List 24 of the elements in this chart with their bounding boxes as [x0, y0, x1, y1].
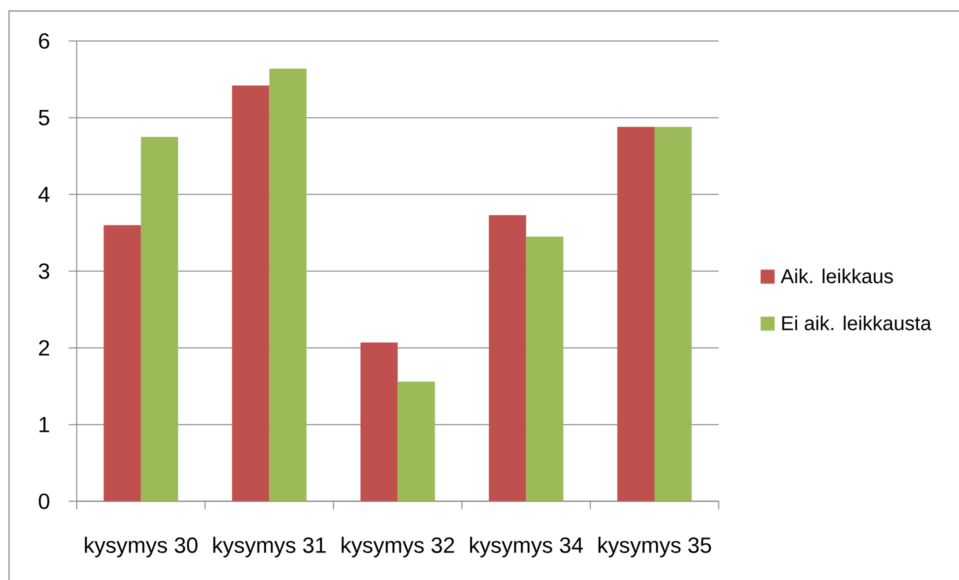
- bar: [104, 225, 141, 502]
- bar: [617, 126, 655, 502]
- bar: [488, 215, 526, 502]
- bar: [360, 342, 398, 502]
- x-tick-label: kysymys 30: [84, 536, 198, 558]
- y-tick-label: 2: [39, 340, 50, 356]
- bar: [526, 236, 564, 502]
- x-tick-label: kysymys 32: [342, 536, 454, 558]
- bar: [140, 136, 178, 502]
- bar: [398, 382, 435, 502]
- legend-label: Ei aik. leikkausta: [782, 316, 932, 330]
- bar: [654, 126, 692, 502]
- legend-label: Aik. leikkaus: [780, 268, 893, 284]
- x-tick-label: kysymys 34: [470, 536, 583, 558]
- bar: [232, 85, 270, 502]
- y-tick-label: 0: [38, 493, 50, 510]
- x-tick-label: kysymys 31: [213, 536, 326, 558]
- x-tick-label: kysymys 35: [598, 536, 712, 558]
- y-tick-label: 5: [38, 110, 50, 126]
- y-tick-label: 3: [38, 263, 50, 279]
- y-tick-label: 6: [39, 33, 50, 49]
- y-tick-label: 4: [38, 186, 50, 202]
- y-tick-label: 1: [40, 417, 50, 432]
- bar: [269, 68, 307, 502]
